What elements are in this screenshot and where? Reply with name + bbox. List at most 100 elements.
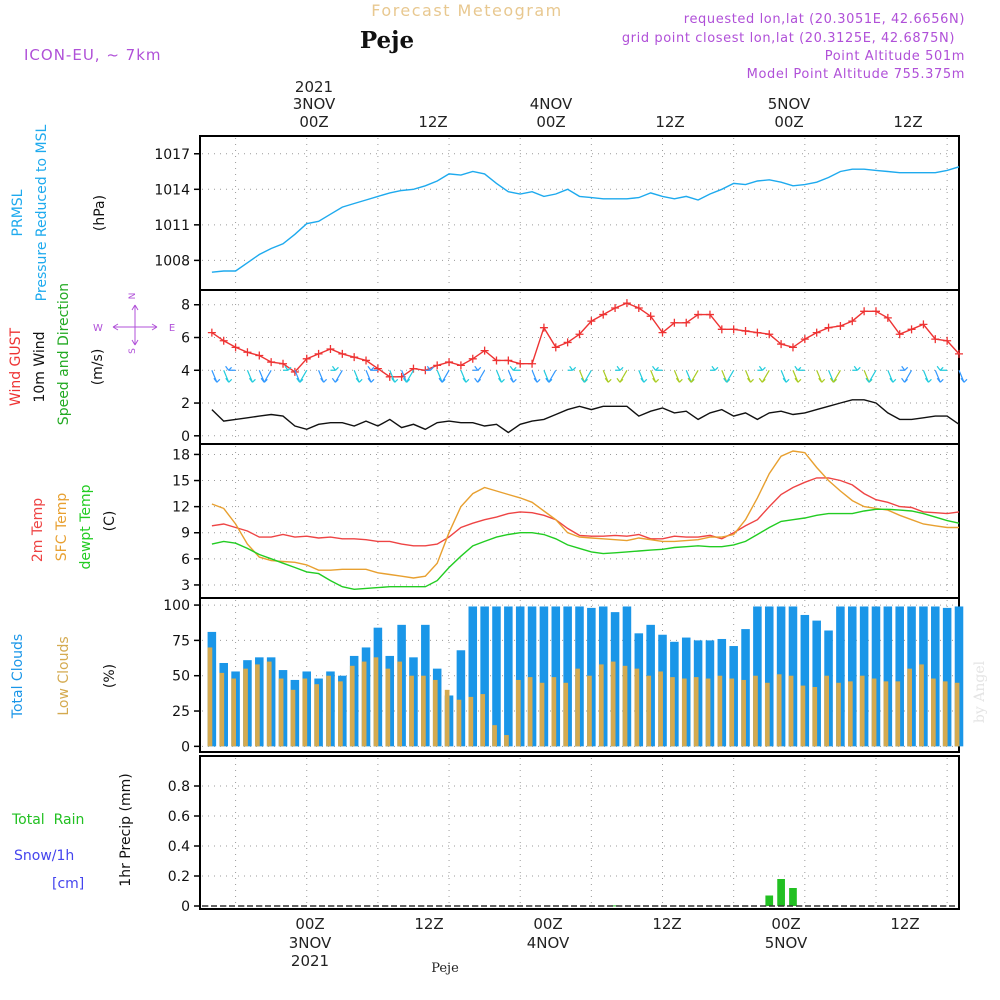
gust-marker	[290, 367, 299, 376]
total-cloud-bar	[527, 606, 537, 747]
gust-marker	[800, 335, 809, 344]
temp-ytick-label: 15	[172, 474, 190, 490]
clouds-ytick-label: 0	[181, 739, 190, 755]
wind-ytick-label: 6	[181, 331, 190, 347]
gust-marker	[658, 328, 667, 337]
low-cloud-bar	[812, 687, 818, 747]
wind-arrow	[365, 370, 375, 383]
gust-marker	[362, 356, 371, 365]
wind-arrow	[638, 370, 648, 383]
series-10m-wind	[211, 399, 960, 434]
gust-marker	[468, 354, 477, 363]
gust-marker	[279, 359, 288, 368]
temp-ytick-label: 18	[172, 447, 190, 463]
series-sfc-temp	[211, 450, 959, 579]
precip-axis-label: 1hr Precip (mm)	[118, 773, 134, 886]
low-cloud-bar	[361, 661, 367, 747]
wind-arrow	[757, 365, 766, 371]
low-cloud-bar	[788, 675, 794, 747]
low-cloud-bar	[432, 679, 438, 747]
precip-ytick-label: 0.8	[168, 779, 190, 795]
wind-arrow	[283, 365, 292, 371]
gust-marker	[492, 356, 501, 365]
temp-ytick-label: 12	[172, 500, 190, 516]
low-cloud-bar	[847, 681, 853, 747]
wind-gust-label: Wind GUST	[8, 327, 24, 406]
low-cloud-bar	[942, 681, 948, 747]
wind-arrow	[246, 370, 256, 383]
low-cloud-bar	[610, 661, 616, 747]
wind-arrow	[545, 369, 557, 383]
gust-marker	[243, 348, 252, 357]
chart-title: Forecast Meteogram	[371, 1, 562, 20]
gust-marker	[267, 358, 276, 367]
low-cloud-bar	[670, 677, 675, 747]
gust-marker	[670, 318, 679, 327]
tick-label-top-5: 12Z	[893, 113, 922, 131]
low-cloud-bar	[278, 678, 284, 747]
total-cloud-bar	[515, 606, 525, 747]
low-cloud-bar	[741, 679, 746, 747]
gust-marker	[883, 313, 892, 322]
tick-label-bottom-5: 12Z	[890, 915, 919, 933]
pressure-ytick-label: 1008	[154, 253, 190, 269]
low-cloud-bar	[776, 674, 782, 747]
total-cloud-bar	[539, 606, 549, 747]
total-cloud-bar	[551, 606, 561, 747]
wind-arrow	[474, 369, 486, 383]
low-cloud-bar	[907, 668, 912, 747]
gust-marker	[741, 326, 750, 335]
year-label-top: 2021	[295, 78, 333, 96]
gust-marker	[622, 299, 631, 308]
gust-marker	[836, 322, 845, 331]
pressure-ytick-label: 1017	[154, 147, 190, 163]
gust-marker	[433, 361, 442, 370]
wind-ytick-label: 2	[181, 396, 190, 412]
gust-marker	[516, 359, 525, 368]
wind-arrow	[353, 370, 363, 383]
pressure-label-1: PRMSL	[10, 189, 26, 236]
compass-south: S	[128, 348, 138, 354]
low-cloud-bar	[622, 665, 628, 747]
precip-ytick-label: 0.4	[168, 839, 190, 855]
gust-marker	[338, 349, 347, 358]
plot-layer: 1008 1011 1014 1017 0 2 4 6 8 3 6 9 12 15 18 0 25 50 75 100…	[154, 138, 968, 915]
temp-ytick-label: 9	[181, 526, 190, 542]
wind-arrow	[829, 369, 841, 383]
wind-arrow	[509, 365, 521, 371]
wind-arrow	[673, 370, 683, 383]
precip-panel	[199, 755, 960, 910]
low-cloud-bar	[563, 682, 569, 747]
wind-ytick-label: 8	[181, 298, 190, 314]
wind-arrow	[758, 369, 770, 383]
wind-arrow	[225, 365, 236, 371]
precip-ytick-label: 0.2	[168, 869, 190, 885]
gust-marker	[848, 317, 857, 326]
low-cloud-bar	[385, 668, 391, 747]
pressure-ytick-label: 1014	[154, 182, 190, 198]
low-cloud-bar	[836, 682, 841, 747]
wind-arrow	[367, 365, 378, 371]
total-cloud-bar	[931, 606, 940, 747]
wind-dir-label: Speed and Direction	[56, 283, 72, 425]
total-cloud-bar	[836, 606, 845, 747]
total-cloud-bar	[800, 614, 810, 747]
wind-ytick-label: 0	[181, 429, 190, 445]
total-cloud-bar	[883, 606, 893, 747]
gust-marker	[599, 310, 608, 319]
gust-marker	[456, 361, 465, 370]
day-label-top-2: 5NOV	[768, 95, 811, 113]
wind-arrow	[260, 369, 272, 383]
tick-label-top-2: 00Z	[536, 113, 565, 131]
low-cloud-bar	[800, 685, 806, 747]
wind-arrow	[211, 370, 221, 383]
low-cloud-bar	[575, 668, 580, 747]
wind-arrow	[936, 365, 948, 371]
low-cloud-bar	[243, 668, 248, 747]
wind-arrow	[816, 370, 826, 383]
compass-west: W	[93, 323, 103, 334]
low-cloud-bar	[681, 678, 687, 747]
gust-marker	[611, 304, 620, 313]
clouds-unit: (%)	[102, 664, 118, 688]
wind-arrow	[744, 370, 754, 383]
